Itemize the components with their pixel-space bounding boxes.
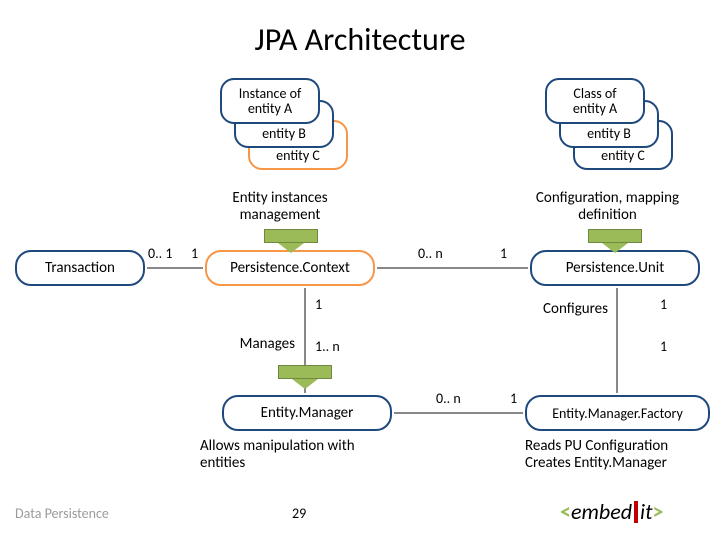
class-a-label: entity A: [573, 101, 617, 116]
logo-embed: embed: [571, 498, 632, 525]
logo-bar-icon: [634, 501, 638, 523]
instance-a-pill: Instance of entity A: [220, 78, 320, 124]
persistence-unit-node: Persistence.Unit: [530, 250, 700, 286]
arrow-box-pu: [588, 229, 642, 243]
embedit-logo: < embed it >: [560, 498, 663, 525]
arrow-box-em: [278, 365, 332, 379]
entity-manager-node: Entity.Manager: [222, 395, 392, 431]
page-title: JPA Architecture: [140, 20, 580, 59]
entity-manager-factory-node: Entity.Manager.Factory: [525, 395, 710, 431]
line-pu-ef: [616, 288, 618, 393]
class-c-label: entity C: [601, 147, 645, 164]
arrow-head-em: [292, 379, 318, 389]
transaction-node: Transaction: [15, 250, 145, 286]
mult-tx-pc-right: 1: [191, 245, 198, 262]
em-caption: Allows manipulation with entities: [200, 438, 375, 473]
arrow-box-pc: [264, 229, 318, 243]
manages-label: Manages: [225, 335, 295, 353]
persistence-context-node: Persistence.Context: [205, 250, 375, 286]
mult-em-ef-right: 1: [510, 390, 517, 407]
class-b-label: entity B: [587, 125, 631, 142]
footer-left: Data Persistence: [15, 505, 109, 522]
arrow-head-pu: [602, 243, 628, 253]
logo-it: it: [640, 498, 652, 525]
ef-caption: Reads PU Configuration Creates Entity.Ma…: [525, 438, 710, 473]
mult-pu-ef-bottom: 1: [660, 338, 667, 355]
class-a-pill: Class of entity A: [545, 78, 645, 124]
class-caption: Configuration, mapping definition: [520, 190, 695, 225]
instance-caption: Entity instances management: [205, 190, 355, 225]
mult-em-ef-left: 0.. n: [436, 390, 461, 407]
angle-right-icon: >: [652, 498, 663, 525]
instance-c-label: entity C: [276, 147, 320, 164]
arrow-head-pc: [278, 243, 304, 253]
slide-number: 29: [292, 505, 306, 522]
class-stack: entity C entity B Class of entity A: [545, 78, 685, 178]
instance-a-label: entity A: [248, 101, 292, 116]
mult-pu-ef-top: 1: [660, 296, 667, 313]
mult-pc-em-top: 1: [315, 296, 322, 313]
line-em-ef: [394, 412, 523, 414]
line-tx-pc: [147, 267, 203, 269]
instance-stack: entity C entity B Instance of entity A: [220, 78, 360, 178]
mult-pc-em-bottom: 1.. n: [315, 338, 340, 355]
angle-left-icon: <: [560, 498, 571, 525]
configures-label: Configures: [528, 300, 608, 318]
instance-b-label: entity B: [262, 125, 306, 142]
mult-pc-pu-left: 0.. n: [418, 245, 443, 262]
instance-of-label: Instance of: [239, 86, 302, 101]
mult-pc-pu-right: 1: [500, 245, 507, 262]
line-pc-pu: [377, 267, 528, 269]
class-of-label: Class of: [573, 86, 616, 101]
mult-tx-pc-left: 0.. 1: [148, 245, 172, 262]
